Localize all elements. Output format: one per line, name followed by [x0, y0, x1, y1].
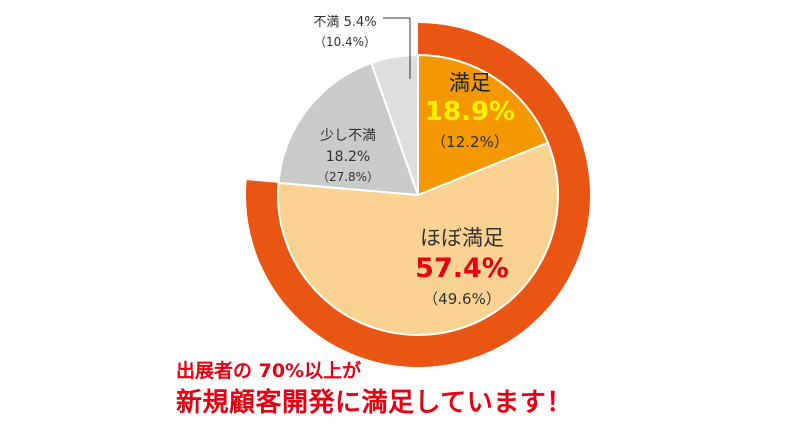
slice-label-hobo-manzoku: ほぼ満足 — [420, 226, 504, 250]
pie-slice — [417, 53, 550, 197]
pie-slice — [277, 141, 559, 336]
pie-slices — [277, 53, 559, 336]
slice-prev-sukoshi-fuman: （27.8%） — [317, 170, 379, 184]
slice-value-hobo-manzoku: 57.4% — [415, 253, 509, 284]
slice-value-manzoku: 18.9% — [425, 97, 515, 127]
slice-label-sukoshi-fuman: 少し不満 — [320, 128, 376, 144]
headline-line-2: 新規顧客開発に満足しています！ — [176, 388, 573, 418]
pie-slice — [277, 61, 420, 197]
pie-slice — [370, 53, 419, 196]
slice-label-manzoku: 満足 — [449, 71, 491, 95]
slice-prev-manzoku: （12.2%） — [431, 133, 509, 151]
slice-prev-hobo-manzoku: （49.6%） — [423, 290, 501, 308]
slice-value-sukoshi-fuman: 18.2% — [326, 149, 370, 165]
slice-prev-fuman: （10.4%） — [314, 35, 376, 49]
slice-label-fuman: 不満 5.4% — [313, 15, 376, 30]
headline-line-1: 出展者の 70%以上が — [176, 360, 362, 382]
